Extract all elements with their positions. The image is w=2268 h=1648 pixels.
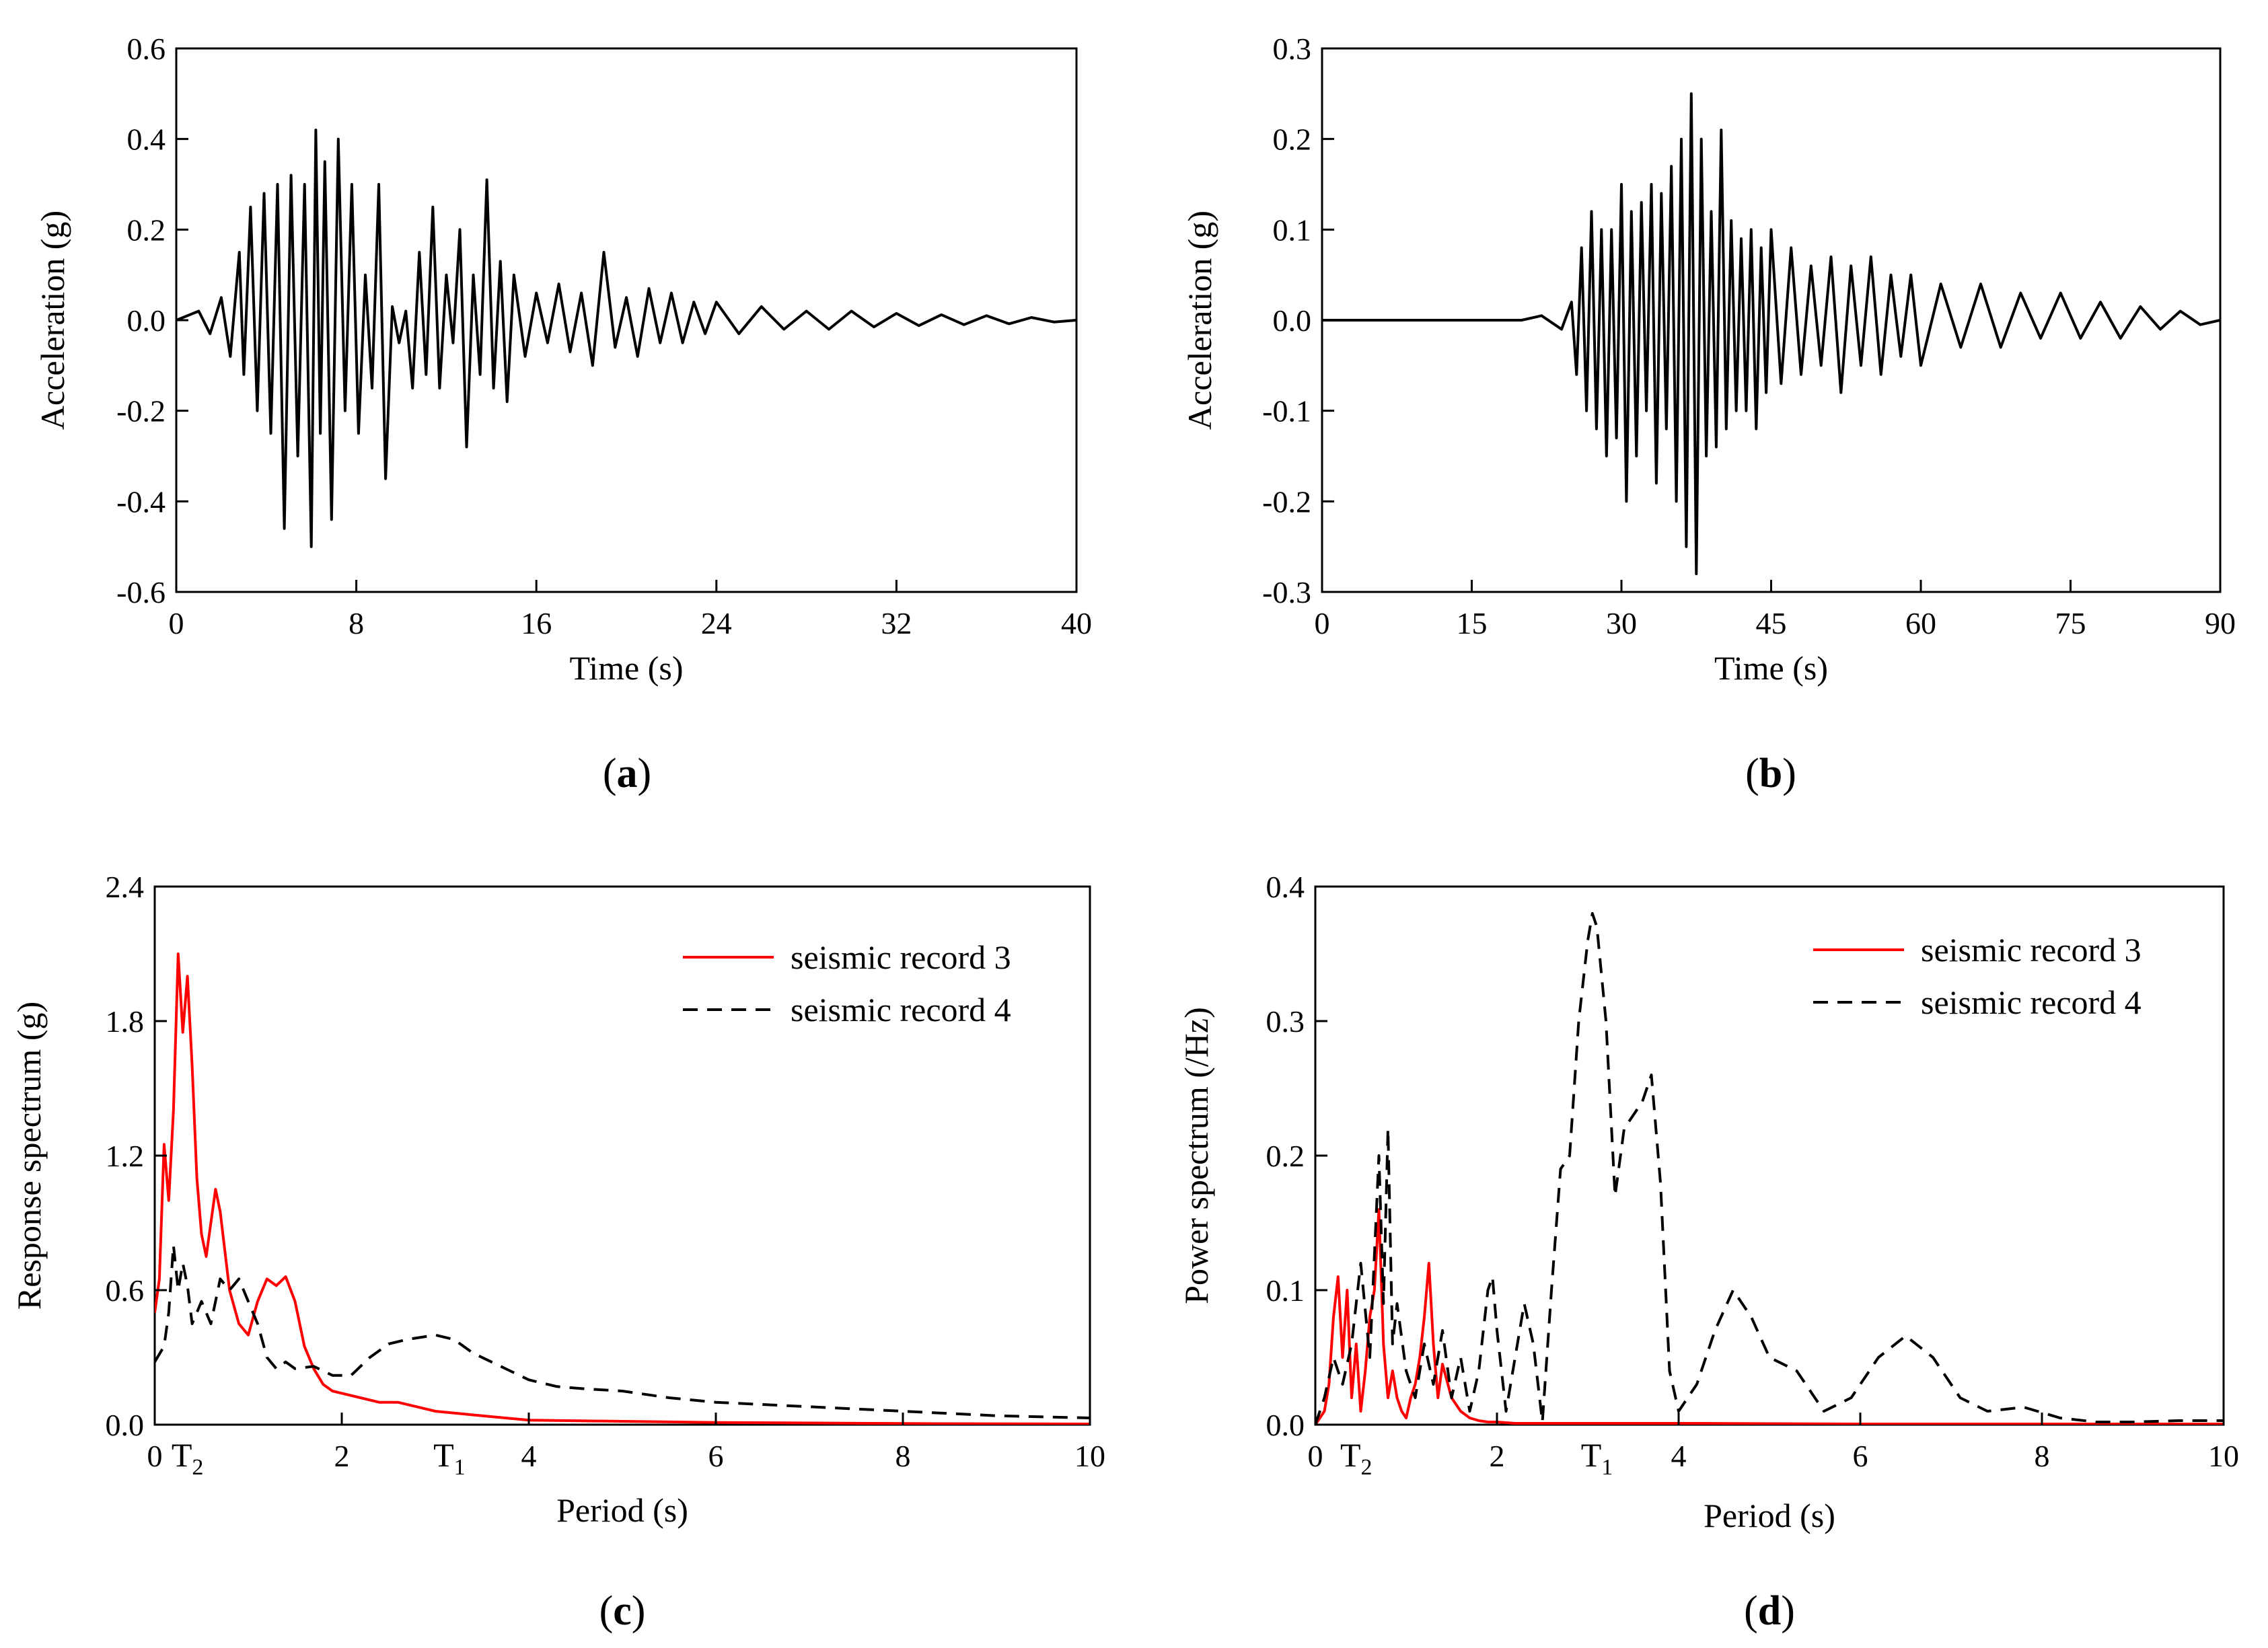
x-tick-label: 10 (1074, 1439, 1105, 1473)
series-line-1 (1322, 92, 2220, 576)
x-tick-label: 0 (1308, 1439, 1323, 1473)
legend-label-1: seismic record 3 (791, 938, 1011, 976)
y-axis-label: Power spectrum (/Hz) (1177, 1007, 1215, 1304)
x-tick-label: 8 (349, 606, 364, 640)
y-tick-label: 0.3 (1273, 32, 1312, 66)
x-tick-label: 6 (1853, 1439, 1868, 1473)
x-tick-label: 15 (1457, 606, 1488, 640)
x-axis-label: Period (s) (1704, 1497, 1835, 1534)
period-marker-subscript: 1 (454, 1455, 466, 1480)
x-axis-label: Time (s) (569, 649, 683, 687)
panel-caption-letter: d (1758, 1588, 1781, 1634)
x-tick-label: 4 (1671, 1439, 1687, 1473)
period-marker-label: T1 (1581, 1436, 1613, 1480)
x-tick-label: 90 (2205, 606, 2236, 640)
period-marker-subscript: 2 (192, 1455, 203, 1480)
y-tick-label: 1.8 (106, 1004, 145, 1039)
x-tick-label: 8 (895, 1439, 911, 1473)
y-tick-label: 0.6 (106, 1273, 145, 1308)
y-tick-label: 1.2 (106, 1139, 145, 1173)
x-axis-label: Time (s) (1714, 649, 1828, 687)
x-tick-label: 75 (2055, 606, 2086, 640)
x-tick-label: 45 (1756, 606, 1787, 640)
chart-panel-d: 0 2 4 6 8 10 0.0 0.1 0.2 0.3 0.4 T2 T1 Period (s) Powe… (1177, 870, 2239, 1634)
x-tick-label: 6 (708, 1439, 724, 1473)
y-tick-label: -0.2 (1262, 484, 1311, 519)
x-tick-label: 40 (1061, 606, 1092, 640)
panel-caption: (b) (1745, 751, 1796, 796)
chart-panel-b: 0 15 30 45 60 75 90 -0.3 -0.2 -0.1 0.0 0.1 0.2 0.3 Tim… (1181, 32, 2236, 796)
y-tick-label: -0.2 (116, 394, 166, 428)
x-tick-label: 8 (2035, 1439, 2050, 1473)
chart-panel-a: 0 8 16 24 32 40 -0.6 -0.4 -0.2 0.0 0.2 0.4 0.6 Time (… (34, 32, 1092, 796)
period-marker-subscript: 2 (1361, 1455, 1373, 1480)
x-tick-label: 60 (1905, 606, 1936, 640)
y-tick-label: 2.4 (106, 870, 145, 904)
y-tick-label: 0.0 (1273, 303, 1312, 338)
y-tick-label: -0.4 (116, 484, 166, 519)
x-tick-label: 16 (521, 606, 552, 640)
x-tick-label: 24 (701, 606, 732, 640)
y-tick-label: 0.1 (1266, 1273, 1305, 1308)
y-tick-label: -0.6 (116, 575, 166, 609)
period-marker-label: T2 (1340, 1436, 1373, 1480)
period-marker-label: T2 (172, 1436, 204, 1480)
y-tick-label: 0.3 (1266, 1004, 1305, 1039)
y-axis-label: Acceleration (g) (1181, 211, 1218, 430)
x-tick-label: 10 (2208, 1439, 2239, 1473)
panel-caption: (c) (599, 1588, 646, 1634)
panel-caption: (d) (1744, 1588, 1795, 1634)
y-tick-label: 0.2 (1266, 1139, 1305, 1173)
y-tick-label: 0.2 (127, 213, 166, 247)
x-tick-label: 2 (1490, 1439, 1505, 1473)
series-line-2 (1315, 912, 2224, 1425)
x-tick-label: 0 (169, 606, 184, 640)
panel-caption-letter: c (613, 1588, 632, 1634)
y-tick-label: 0.4 (1266, 870, 1305, 904)
y-axis-label: Acceleration (g) (34, 211, 71, 430)
series-line-1 (1315, 1208, 2224, 1425)
chart-panel-c: 0 2 4 6 8 10 0.0 0.6 1.2 1.8 2.4 T2 T1 Period (s) Resp… (10, 870, 1105, 1634)
panel-caption-letter: a (617, 751, 638, 796)
x-tick-label: 2 (334, 1439, 350, 1473)
y-tick-label: 0.2 (1273, 122, 1312, 157)
series-line-2 (155, 1244, 1090, 1419)
y-tick-label: 0.0 (1266, 1408, 1305, 1442)
legend-label-2: seismic record 4 (791, 991, 1011, 1028)
legend: seismic record 3 seismic record 4 (1813, 931, 2142, 1021)
y-tick-label: 0.6 (127, 32, 166, 66)
series-line-1 (176, 128, 1076, 548)
panel-caption: (a) (603, 751, 651, 796)
x-tick-label: 30 (1606, 606, 1637, 640)
period-marker-label: T1 (433, 1436, 466, 1480)
x-tick-label: 0 (147, 1439, 163, 1473)
x-axis-label: Period (s) (556, 1491, 688, 1529)
y-tick-label: 0.0 (106, 1408, 145, 1442)
panel-caption-letter: b (1759, 751, 1782, 796)
series-line-1 (155, 952, 1090, 1425)
period-marker-subscript: 1 (1601, 1455, 1613, 1480)
y-axis-label: Response spectrum (g) (10, 1002, 48, 1310)
y-tick-label: 0.4 (127, 122, 166, 157)
y-tick-label: 0.1 (1273, 213, 1312, 247)
x-tick-label: 32 (881, 606, 912, 640)
y-tick-label: -0.1 (1262, 394, 1311, 428)
x-tick-label: 0 (1315, 606, 1330, 640)
y-tick-label: -0.3 (1262, 575, 1311, 609)
legend-label-2: seismic record 4 (1921, 983, 2142, 1021)
legend: seismic record 3 seismic record 4 (683, 938, 1011, 1028)
y-tick-label: 0.0 (127, 303, 166, 338)
x-tick-label: 4 (521, 1439, 537, 1473)
legend-label-1: seismic record 3 (1921, 931, 2142, 969)
